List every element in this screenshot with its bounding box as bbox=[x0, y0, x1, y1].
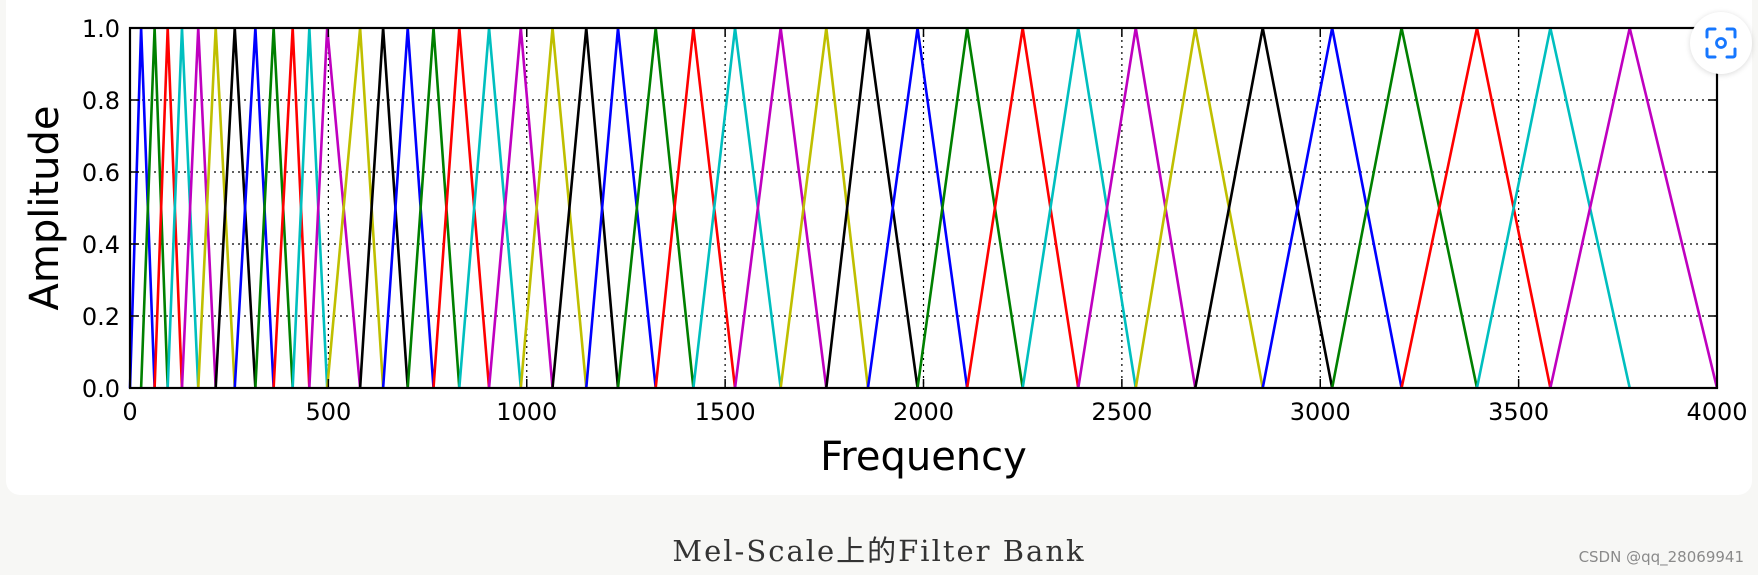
x-tick-label: 0 bbox=[122, 398, 137, 426]
filter-5 bbox=[180, 27, 217, 389]
figure-card: 0 500 1000 1500 2000 2500 3000 3500 4000 0.0 0.2 0.… bbox=[6, 0, 1752, 495]
y-tick-label: 0.8 bbox=[82, 87, 120, 115]
y-tick-label: 0.2 bbox=[82, 303, 120, 331]
watermark: CSDN @qq_28069941 bbox=[1578, 548, 1744, 566]
filter-37 bbox=[1330, 27, 1479, 389]
filter-20 bbox=[519, 27, 588, 389]
filter-28 bbox=[825, 27, 919, 389]
filter-2 bbox=[139, 27, 169, 389]
filter-34 bbox=[1134, 27, 1264, 389]
mel-filter-bank-chart: 0 500 1000 1500 2000 2500 3000 3500 4000 0.0 0.2 0.… bbox=[22, 15, 1748, 480]
tick-labels: 0 500 1000 1500 2000 2500 3000 3500 4000 0.0 0.2 0.… bbox=[82, 15, 1748, 426]
filter-25 bbox=[692, 27, 782, 389]
x-tick-label: 3000 bbox=[1290, 398, 1351, 426]
y-tick-label: 0.0 bbox=[82, 375, 120, 403]
grid-lines bbox=[130, 28, 1717, 388]
filter-10 bbox=[272, 27, 311, 389]
filter-6 bbox=[196, 27, 237, 389]
figure-caption: Mel-Scale上的Filter Bank bbox=[672, 534, 1086, 568]
filter-35 bbox=[1193, 27, 1334, 389]
filter-7 bbox=[214, 27, 257, 389]
x-tick-label: 2000 bbox=[893, 398, 954, 426]
filter-31 bbox=[965, 27, 1080, 389]
filter-22 bbox=[584, 27, 657, 389]
y-tick-label: 1.0 bbox=[82, 15, 120, 43]
filter-15 bbox=[381, 27, 435, 389]
filter-12 bbox=[308, 27, 362, 389]
filter-14 bbox=[358, 27, 410, 389]
filter-23 bbox=[616, 27, 695, 389]
filter-16 bbox=[406, 27, 461, 389]
y-axis-label: Amplitude bbox=[22, 106, 68, 311]
y-tick-label: 0.6 bbox=[82, 159, 120, 187]
x-tick-label: 4000 bbox=[1686, 398, 1747, 426]
filter-36 bbox=[1261, 27, 1403, 389]
x-tick-label: 1500 bbox=[695, 398, 756, 426]
filter-27 bbox=[779, 27, 870, 389]
filter-17 bbox=[432, 27, 491, 389]
filter-11 bbox=[291, 27, 329, 389]
filter-40 bbox=[1549, 27, 1719, 389]
x-tick-label: 1000 bbox=[496, 398, 557, 426]
filter-38 bbox=[1400, 27, 1552, 389]
filter-3 bbox=[153, 27, 184, 389]
filter-9 bbox=[254, 27, 294, 389]
x-tick-label: 2500 bbox=[1091, 398, 1152, 426]
filter-21 bbox=[551, 27, 620, 389]
filter-26 bbox=[733, 27, 828, 389]
y-tick-label: 0.4 bbox=[82, 231, 120, 259]
filter-18 bbox=[458, 27, 523, 389]
filter-30 bbox=[916, 27, 1024, 389]
filter-19 bbox=[487, 27, 554, 389]
filter-29 bbox=[866, 27, 969, 389]
filter-4 bbox=[166, 27, 200, 389]
filter-24 bbox=[654, 27, 737, 389]
filter-33 bbox=[1076, 27, 1197, 389]
x-tick-label: 500 bbox=[305, 398, 351, 426]
filter-32 bbox=[1021, 27, 1138, 389]
scan-icon bbox=[1705, 27, 1737, 59]
filter-8 bbox=[233, 27, 275, 389]
image-scan-button[interactable] bbox=[1690, 12, 1752, 74]
x-tick-label: 3500 bbox=[1488, 398, 1549, 426]
x-axis-label: Frequency bbox=[820, 434, 1027, 480]
filter-39 bbox=[1475, 27, 1631, 389]
